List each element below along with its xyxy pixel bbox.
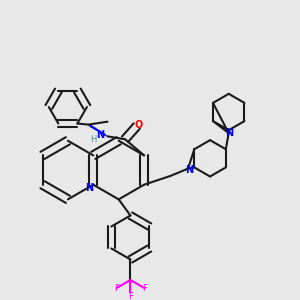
Text: N: N xyxy=(225,128,233,138)
Text: F: F xyxy=(142,284,147,292)
Text: N: N xyxy=(96,130,104,140)
Text: H: H xyxy=(90,135,97,144)
Text: N: N xyxy=(185,165,193,175)
Text: O: O xyxy=(134,120,142,130)
Text: N: N xyxy=(85,183,93,193)
Text: F: F xyxy=(128,292,133,300)
Text: F: F xyxy=(114,284,119,292)
